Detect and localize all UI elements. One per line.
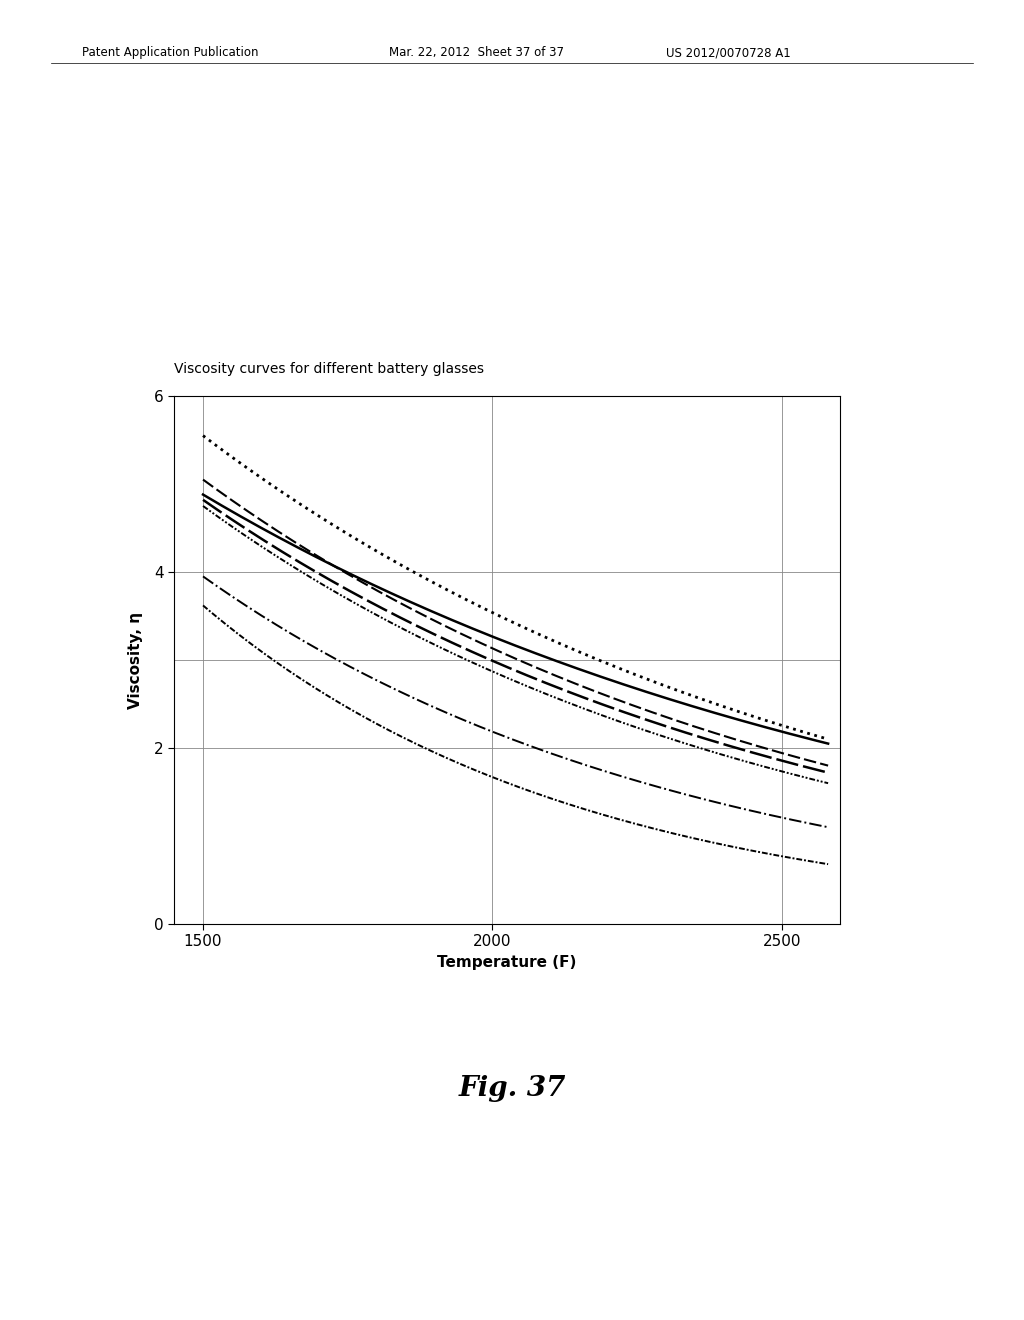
Text: US 2012/0070728 A1: US 2012/0070728 A1 bbox=[666, 46, 791, 59]
Text: Mar. 22, 2012  Sheet 37 of 37: Mar. 22, 2012 Sheet 37 of 37 bbox=[389, 46, 564, 59]
Y-axis label: Viscosity, η: Viscosity, η bbox=[128, 611, 142, 709]
Text: Fig. 37: Fig. 37 bbox=[459, 1076, 565, 1102]
Text: Viscosity curves for different battery glasses: Viscosity curves for different battery g… bbox=[174, 362, 484, 376]
X-axis label: Temperature (F): Temperature (F) bbox=[437, 954, 577, 970]
Text: Patent Application Publication: Patent Application Publication bbox=[82, 46, 258, 59]
